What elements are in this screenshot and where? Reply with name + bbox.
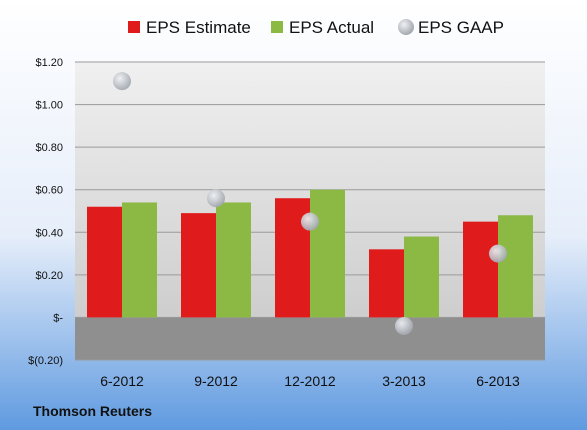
bar-eps-estimate [369, 249, 404, 318]
y-axis-ticks: $(0.20) $- $0.20 $0.40 $0.60 $0.80 $1.00 $1.20 [28, 57, 63, 367]
bar-eps-estimate [181, 213, 216, 318]
below-zero-band [75, 317, 545, 360]
x-category-label: 6-2012 [100, 373, 144, 389]
bar-eps-estimate [463, 221, 498, 318]
bar-eps-actual [216, 202, 251, 318]
x-category-label: 12-2012 [284, 373, 336, 389]
bar-eps-estimate [87, 206, 122, 318]
x-category-label: 9-2012 [194, 373, 238, 389]
x-category-label: 6-2013 [476, 373, 520, 389]
y-tick-label: $0.40 [35, 227, 63, 239]
point-eps-gaap [395, 316, 413, 335]
point-eps-gaap [113, 72, 131, 91]
y-tick-label: $(0.20) [28, 355, 63, 367]
point-eps-gaap [489, 244, 507, 263]
legend-label: EPS Actual [289, 18, 374, 37]
y-tick-label: $1.00 [35, 100, 63, 112]
legend-label: EPS Estimate [146, 18, 251, 37]
y-tick-label: $0.20 [35, 270, 63, 282]
legend: EPS Estimate EPS Actual EPS GAAP [128, 18, 504, 37]
legend-label: EPS GAAP [418, 18, 504, 37]
gaap-points [113, 72, 507, 335]
bar-eps-actual [122, 202, 157, 318]
source-credit: Thomson Reuters [33, 403, 152, 419]
legend-swatch [128, 21, 140, 33]
bars [87, 189, 533, 318]
bar-eps-actual [310, 189, 345, 318]
x-axis-categories: 6-2012 9-2012 12-2012 3-2013 6-2013 [100, 373, 520, 389]
y-tick-label: $1.20 [35, 57, 63, 69]
bar-eps-actual [404, 236, 439, 318]
y-tick-label: $0.80 [35, 142, 63, 154]
y-tick-label: $0.60 [35, 185, 63, 197]
negative-region [75, 317, 545, 360]
y-tick-label: $- [53, 312, 63, 324]
point-eps-gaap [207, 189, 225, 208]
point-eps-gaap [301, 212, 319, 231]
x-category-label: 3-2013 [382, 373, 426, 389]
legend-swatch [271, 21, 283, 33]
bar-eps-actual [498, 215, 533, 318]
legend-swatch [398, 19, 414, 35]
